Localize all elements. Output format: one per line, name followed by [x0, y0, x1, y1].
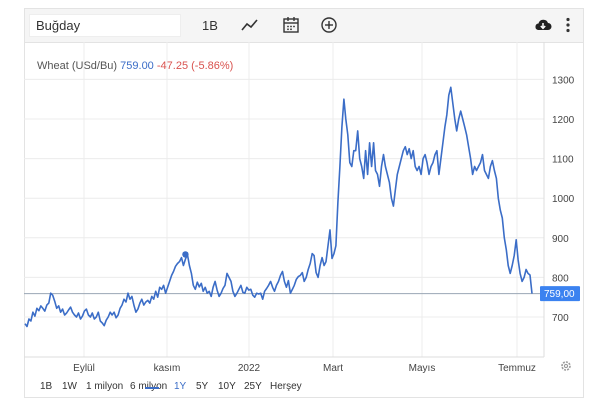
active-range-underline — [145, 387, 159, 389]
grid-lines — [24, 42, 544, 357]
range-button-6-milyon[interactable]: 6 milyon — [130, 381, 167, 392]
range-button-hersey[interactable]: Herşey — [270, 381, 302, 392]
y-tick-label: 700 — [552, 313, 569, 324]
y-tick-label: 1200 — [552, 115, 575, 126]
more-vertical-icon[interactable] — [563, 15, 573, 35]
range-button-1y[interactable]: 1Y — [174, 381, 187, 392]
add-circle-icon[interactable] — [319, 15, 339, 35]
cloud-download-icon[interactable] — [533, 15, 553, 35]
y-tick-label: 1000 — [552, 194, 575, 205]
range-button-1b[interactable]: 1B — [40, 381, 53, 392]
x-tick-label: kasım — [154, 363, 181, 374]
legend-change: -47.25 (-5.86%) — [156, 60, 234, 72]
x-tick-label: 2022 — [238, 363, 261, 374]
last-price-label: 759,00 — [544, 289, 575, 300]
series-line-wheat[interactable] — [24, 86, 533, 328]
calendar-icon[interactable] — [281, 15, 301, 35]
range-button-25y[interactable]: 25Y — [244, 381, 262, 392]
range-button-1-milyon[interactable]: 1 milyon — [86, 381, 124, 392]
x-tick-label: Temmuz — [498, 363, 536, 374]
interval-button[interactable]: 1B — [202, 18, 218, 33]
chart-widget: Buğday 1B — [24, 8, 584, 398]
settings-gear-icon[interactable] — [561, 361, 571, 371]
y-tick-label: 900 — [552, 234, 569, 245]
legend-symbol-name: Wheat (USd/Bu) — [37, 60, 118, 72]
y-tick-label: 800 — [552, 273, 569, 284]
x-tick-label: Mart — [323, 363, 343, 374]
chart-legend: Wheat (USd/Bu) 759.00 -47.25 (-5.86%) — [37, 60, 233, 72]
x-tick-label: Eylül — [73, 363, 95, 374]
last-price-tag — [540, 286, 580, 302]
highlight-point[interactable] — [182, 251, 189, 258]
range-button-1w[interactable]: 1W — [62, 381, 77, 392]
y-tick-label: 1300 — [552, 75, 575, 86]
chart-toolbar: Buğday 1B — [25, 9, 583, 43]
legend-price: 759.00 — [120, 60, 154, 72]
y-axis-ticks: 700 800 900 1000 1100 1200 1300 — [552, 75, 575, 324]
line-chart-icon[interactable] — [240, 15, 260, 35]
range-button-10y[interactable]: 10Y — [218, 381, 236, 392]
y-tick-label: 1100 — [552, 155, 574, 166]
x-tick-label: Mayıs — [409, 363, 436, 374]
symbol-search-input[interactable]: Buğday — [29, 14, 181, 37]
x-axis-ticks: Eylül kasım 2022 Mart Mayıs Temmuz — [73, 363, 536, 374]
range-button-5y[interactable]: 5Y — [196, 381, 209, 392]
